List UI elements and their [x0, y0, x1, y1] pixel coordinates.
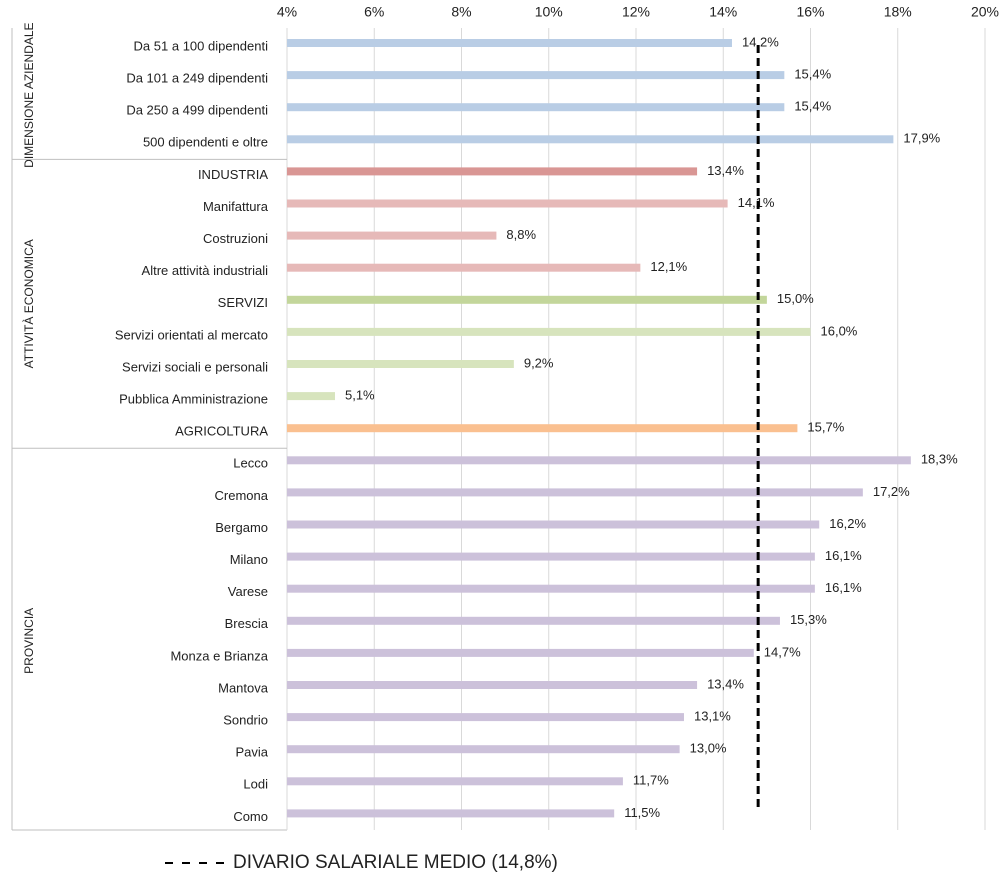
bar	[287, 199, 728, 208]
bar	[287, 488, 863, 497]
category-label: INDUSTRIA	[198, 167, 268, 182]
category-label: Pavia	[235, 745, 268, 760]
category-label: SERVIZI	[218, 295, 268, 310]
bar	[287, 263, 641, 272]
group-label: PROVINCIA	[22, 608, 36, 674]
legend-label: DIVARIO SALARIALE MEDIO (14,8%)	[233, 852, 558, 873]
group-label: DIMENSIONE AZIENDALE	[22, 22, 36, 167]
bar	[287, 552, 815, 561]
x-tick-label: 10%	[535, 4, 563, 20]
bar	[287, 456, 911, 465]
bar	[287, 39, 732, 47]
category-label: Manifattura	[203, 199, 269, 214]
value-label: 12,1%	[650, 259, 687, 274]
value-label: 5,1%	[345, 388, 375, 403]
value-label: 15,3%	[790, 612, 827, 627]
value-label: 11,5%	[624, 805, 660, 820]
bar	[287, 231, 497, 240]
value-label: 14,7%	[764, 644, 801, 659]
value-label: 13,1%	[694, 709, 731, 724]
value-label: 18,3%	[921, 452, 958, 467]
bar	[287, 135, 894, 144]
value-label: 8,8%	[506, 227, 536, 242]
bar	[287, 327, 811, 336]
value-label: 13,0%	[690, 741, 727, 756]
bar	[287, 616, 780, 625]
bar	[287, 167, 698, 176]
x-tick-label: 4%	[277, 4, 297, 20]
bar	[287, 520, 820, 529]
value-label: 15,4%	[794, 99, 831, 114]
category-label: Altre attività industriali	[142, 263, 269, 278]
bar	[287, 103, 785, 112]
category-label: Brescia	[225, 616, 269, 631]
bar	[287, 295, 767, 304]
value-label: 14,2%	[742, 34, 779, 49]
category-label: Lecco	[233, 456, 268, 471]
value-label: 15,7%	[807, 420, 844, 435]
category-label: Cremona	[215, 488, 269, 503]
value-label: 9,2%	[524, 355, 554, 370]
value-label: 13,4%	[707, 163, 744, 178]
category-label: Servizi sociali e personali	[122, 359, 268, 374]
value-label: 16,2%	[829, 516, 866, 531]
category-label: Pubblica Amministrazione	[119, 392, 268, 407]
bar	[287, 584, 815, 593]
x-tick-label: 8%	[451, 4, 471, 20]
bar	[287, 713, 684, 722]
bar	[287, 745, 680, 754]
bar	[287, 392, 335, 401]
category-label: Como	[233, 809, 268, 824]
value-label: 16,1%	[825, 580, 862, 595]
bar	[287, 777, 623, 786]
value-label: 15,0%	[777, 291, 814, 306]
value-label: 16,1%	[825, 548, 862, 563]
category-label: Monza e Brianza	[170, 648, 268, 663]
value-label: 15,4%	[794, 67, 831, 82]
bar	[287, 648, 754, 657]
bar	[287, 809, 615, 818]
x-tick-label: 12%	[622, 4, 650, 20]
category-label: Sondrio	[223, 713, 268, 728]
category-label: Da 51 a 100 dipendenti	[134, 38, 269, 53]
bar	[287, 681, 698, 689]
category-label: Varese	[228, 584, 268, 599]
value-label: 14,1%	[738, 195, 775, 210]
category-label: Da 101 a 249 dipendenti	[126, 71, 268, 86]
x-tick-label: 18%	[884, 4, 912, 20]
value-label: 11,7%	[633, 773, 669, 788]
category-label: Lodi	[243, 777, 268, 792]
x-tick-label: 6%	[364, 4, 384, 20]
category-label: Milano	[230, 552, 268, 567]
category-label: Mantova	[218, 680, 269, 695]
category-label: Da 250 a 499 dipendenti	[126, 103, 268, 118]
x-tick-label: 20%	[971, 4, 999, 20]
group-label: ATTIVITÀ ECONOMICA	[21, 239, 36, 368]
value-label: 17,2%	[873, 484, 910, 499]
bar	[287, 360, 514, 368]
bar	[287, 424, 798, 433]
category-label: AGRICOLTURA	[175, 424, 268, 439]
x-tick-label: 16%	[796, 4, 824, 20]
value-label: 16,0%	[821, 323, 858, 338]
category-label: Bergamo	[215, 520, 268, 535]
category-label: Servizi orientati al mercato	[115, 327, 268, 342]
value-label: 13,4%	[707, 676, 744, 691]
bar	[287, 71, 785, 80]
category-label: Costruzioni	[203, 231, 268, 246]
value-label: 17,9%	[903, 131, 940, 146]
category-label: 500 dipendenti e oltre	[143, 135, 268, 150]
x-tick-label: 14%	[709, 4, 737, 20]
